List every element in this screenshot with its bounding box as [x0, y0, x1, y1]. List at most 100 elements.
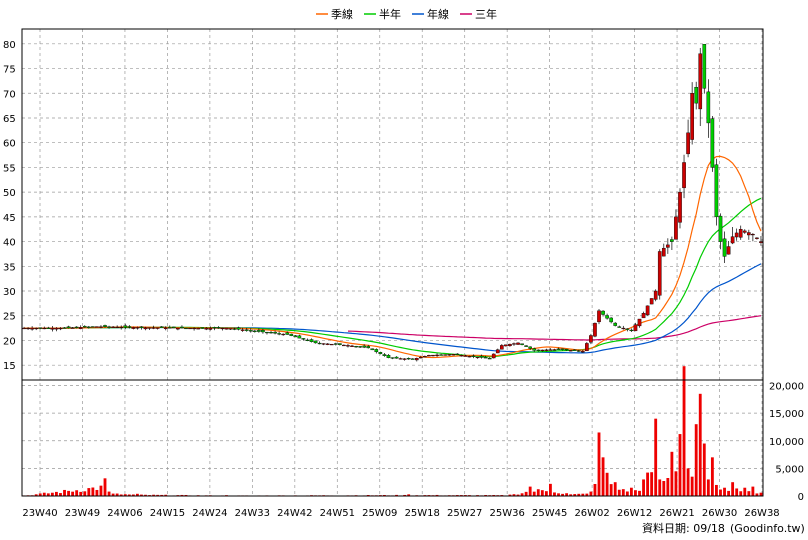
candle — [172, 326, 176, 329]
candle — [301, 338, 306, 341]
candle-body — [593, 322, 597, 337]
price-tick-label: 75 — [3, 65, 16, 76]
candle — [564, 348, 569, 351]
candle — [151, 325, 156, 330]
candle-body — [265, 331, 269, 334]
candle — [605, 313, 609, 320]
volume-bar — [573, 494, 577, 496]
volume-tick-label: 5,000 — [775, 464, 804, 475]
price-tick-label: 20 — [3, 336, 16, 347]
candle — [176, 327, 180, 331]
candle-body — [196, 327, 200, 330]
candle — [163, 326, 168, 331]
candle-body — [159, 326, 164, 328]
volume-bar — [658, 479, 662, 496]
candle-body — [329, 343, 334, 346]
year-ma-path — [24, 263, 762, 354]
volume-bar — [135, 493, 139, 496]
candle-body — [139, 326, 144, 328]
candle — [414, 357, 419, 362]
three-year-ma-path — [347, 315, 762, 341]
candle-body — [568, 350, 573, 352]
candle-body — [123, 325, 128, 328]
candle-body — [220, 327, 225, 330]
candle — [585, 341, 589, 352]
candle — [625, 328, 630, 332]
candle-body — [366, 346, 371, 349]
candle-body — [759, 241, 763, 243]
candle — [99, 325, 103, 329]
volume-bar — [407, 494, 411, 496]
candle-body — [297, 335, 302, 339]
volume-bar — [654, 418, 658, 496]
volume-bar — [549, 483, 552, 496]
candle-body — [354, 346, 358, 348]
candle — [560, 348, 565, 351]
volume-bar — [642, 479, 645, 496]
candle — [629, 328, 634, 332]
candle-body — [589, 335, 593, 343]
candle-body — [50, 327, 55, 330]
x-gridlines — [39, 29, 763, 496]
candle — [690, 82, 694, 145]
candle — [459, 354, 464, 357]
volume-bar — [670, 451, 674, 496]
candle — [273, 330, 277, 335]
candle-body — [54, 327, 59, 330]
candle — [321, 343, 326, 346]
candle-body — [188, 327, 192, 330]
candle — [232, 327, 237, 331]
candle — [131, 326, 136, 330]
candle-body — [172, 326, 176, 329]
candle-body — [127, 326, 132, 328]
candle-body — [678, 191, 682, 223]
volume-bar — [115, 493, 119, 496]
volume-bar — [625, 491, 629, 496]
candle — [524, 345, 528, 347]
candle-body — [540, 349, 545, 352]
candle-body — [289, 333, 294, 336]
candle-body — [103, 325, 107, 327]
candle — [751, 233, 755, 242]
candle-body — [248, 330, 253, 332]
candle-body — [755, 237, 759, 239]
candle-body — [479, 355, 484, 358]
volume-bar — [719, 489, 722, 496]
volume-bar — [597, 432, 601, 496]
price-tick-label: 30 — [3, 287, 16, 298]
candle-body — [621, 327, 626, 330]
candle — [103, 324, 107, 328]
candle — [220, 327, 225, 331]
candle-body — [325, 343, 330, 345]
volume-bar — [621, 489, 625, 496]
candle-body — [661, 247, 666, 257]
candle-body — [38, 327, 43, 329]
candle — [718, 213, 723, 250]
candle-body — [516, 342, 520, 345]
volume-bar — [144, 494, 147, 496]
candle — [374, 348, 379, 354]
volume-tick-label: 0 — [798, 492, 804, 503]
volume-bar — [103, 478, 107, 496]
candle — [297, 334, 302, 339]
candle-body — [176, 327, 180, 330]
candle — [512, 342, 516, 346]
candle — [670, 236, 674, 250]
candle — [155, 327, 160, 330]
x-tick-label: 23W49 — [65, 508, 100, 519]
candle — [50, 326, 55, 332]
candle-body — [580, 351, 585, 353]
candle — [240, 327, 245, 332]
candle — [224, 327, 229, 330]
candle-body — [91, 326, 95, 328]
candle — [532, 347, 537, 352]
volume-bar — [690, 476, 694, 496]
volume-bar — [59, 493, 62, 496]
volume-bar — [715, 484, 718, 496]
candle-body — [500, 345, 504, 350]
x-tick-label: 26W02 — [574, 508, 609, 519]
candle-body — [378, 352, 383, 354]
volume-bar — [739, 491, 743, 496]
volume-bar — [577, 493, 581, 496]
candle — [188, 327, 192, 330]
